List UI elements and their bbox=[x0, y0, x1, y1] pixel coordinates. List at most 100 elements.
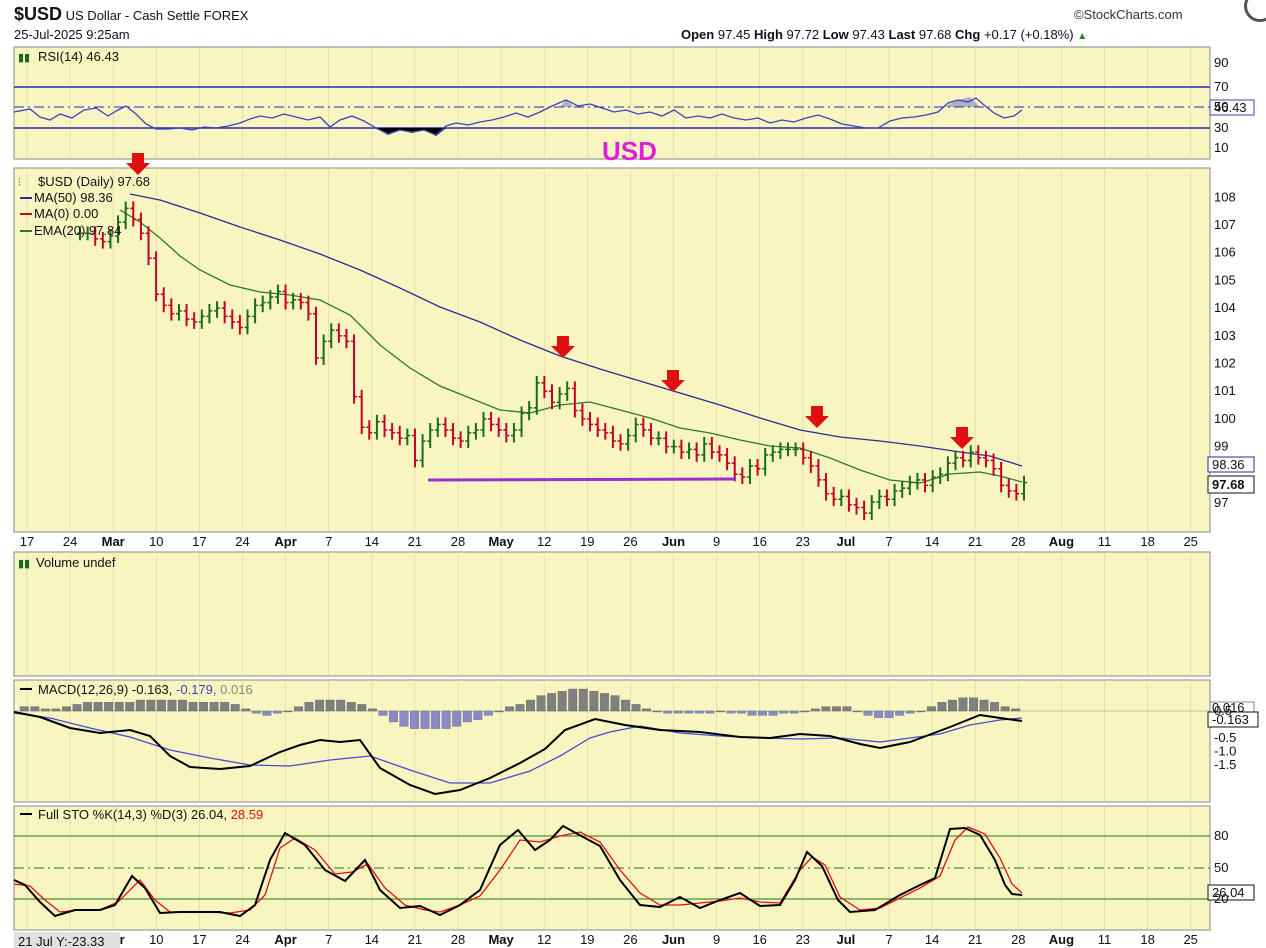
x-axis-label: 24 bbox=[235, 534, 249, 549]
macd-hist-bar bbox=[631, 704, 641, 712]
y-axis-tick: 108 bbox=[1214, 189, 1236, 204]
macd-hist-bar bbox=[294, 706, 303, 712]
macd-legend-text: MACD(12,26,9) -0.163, -0.179, 0.016 bbox=[38, 682, 253, 697]
macd-hist-bar bbox=[568, 688, 578, 712]
macd-hist-bar bbox=[357, 704, 367, 712]
macd-hist-bar bbox=[937, 702, 947, 712]
x-axis-label: 17 bbox=[192, 932, 206, 947]
macd-legend: MACD(12,26,9) -0.163, -0.179, 0.016 bbox=[20, 682, 253, 697]
macd-hist-bar bbox=[494, 710, 504, 713]
x-axis-label: 28 bbox=[451, 932, 465, 947]
macd-hist-bar bbox=[230, 704, 240, 712]
macd-legend-signal: -0.179, bbox=[176, 682, 216, 697]
rsi-legend-text: RSI(14) 46.43 bbox=[38, 49, 119, 64]
symbol: $USD bbox=[14, 4, 63, 24]
x-axis-label: 21 bbox=[968, 534, 982, 549]
y-axis-tick: 103 bbox=[1214, 328, 1236, 343]
x-axis-label: 24 bbox=[63, 534, 77, 549]
ma50-badge-text: 98.36 bbox=[1212, 457, 1245, 472]
macd-hist-bar bbox=[758, 710, 768, 716]
date-label: 25-Jul-2025 9:25am bbox=[14, 27, 130, 42]
macd-hist-bar bbox=[315, 699, 325, 712]
macd-hist-bar bbox=[346, 702, 356, 712]
macd-hist-bar bbox=[948, 699, 957, 712]
macd-hist-bar bbox=[220, 702, 230, 712]
macd-hist-bar bbox=[789, 710, 799, 714]
macd-hist-bar bbox=[410, 710, 419, 729]
x-axis-label: 7 bbox=[325, 534, 332, 549]
x-axis-label: May bbox=[488, 932, 514, 947]
macd-hist-bar bbox=[30, 706, 40, 712]
low-value: 97.43 bbox=[852, 27, 885, 42]
macd-badge-text: -0.163 bbox=[1212, 712, 1249, 727]
x-axis-label: 28 bbox=[1011, 534, 1025, 549]
corner-circle-icon[interactable] bbox=[1244, 0, 1266, 22]
x-axis-label: Aug bbox=[1049, 932, 1074, 947]
macd-hist-bar bbox=[652, 710, 662, 713]
macd-hist-bar bbox=[515, 704, 525, 712]
x-axis-label: 23 bbox=[796, 534, 810, 549]
macd-hist-bar bbox=[135, 699, 145, 712]
y-axis-tick: 20 bbox=[1214, 891, 1228, 906]
y-axis-tick: -0.5 bbox=[1214, 730, 1236, 745]
x-axis-label: 21 bbox=[408, 932, 422, 947]
macd-hist-bar bbox=[262, 710, 272, 716]
macd-hist-bar bbox=[304, 702, 314, 712]
macd-hist-bar bbox=[483, 710, 493, 716]
macd-hist-bar bbox=[905, 710, 915, 714]
macd-hist-bar bbox=[884, 710, 894, 718]
macd-hist-bar bbox=[673, 710, 683, 714]
x-axis-label: May bbox=[488, 534, 514, 549]
low-label: Low bbox=[822, 27, 849, 42]
y-axis-tick: 106 bbox=[1214, 245, 1236, 260]
macd-hist-bar bbox=[779, 710, 789, 714]
macd-legend-hist: 0.016 bbox=[220, 682, 253, 697]
x-axis-label: 14 bbox=[925, 534, 939, 549]
macd-hist-bar bbox=[399, 710, 409, 727]
x-axis-label: 14 bbox=[365, 932, 379, 947]
volume-legend-icon: ▮▮ bbox=[18, 558, 30, 570]
cursor-readout-bg bbox=[14, 932, 120, 948]
macd-hist-bar bbox=[642, 708, 651, 712]
resistance-arrow-icon bbox=[950, 427, 974, 449]
exchange: FOREX bbox=[203, 8, 249, 23]
macd-hist-bar bbox=[821, 706, 831, 712]
copyright: ©StockCharts.com bbox=[1074, 7, 1183, 22]
sto-badge-text: 26.04 bbox=[1212, 885, 1245, 900]
macd-hist-bar bbox=[800, 710, 810, 713]
x-axis-label: 26 bbox=[623, 932, 637, 947]
macd-hist-bar bbox=[420, 710, 430, 729]
macd-hist-bar bbox=[473, 710, 483, 720]
macd-hist-bar bbox=[51, 708, 61, 712]
x-axis-label: 19 bbox=[580, 932, 594, 947]
x-axis-label: 10 bbox=[149, 534, 163, 549]
x-axis-label: 17 bbox=[192, 534, 206, 549]
x-axis-label: 21 bbox=[968, 932, 982, 947]
y-axis-tick: 0.5 bbox=[1214, 703, 1232, 718]
x-axis-label: 9 bbox=[713, 534, 720, 549]
macd-hist-bar bbox=[990, 702, 1000, 712]
macd-hist-bar bbox=[188, 702, 198, 712]
resistance-arrow-icon bbox=[805, 406, 829, 428]
chg-value: +0.17 (+0.18%) bbox=[983, 27, 1074, 42]
macd-hist-bar bbox=[336, 699, 346, 712]
x-axis-label: 26 bbox=[623, 534, 637, 549]
price-legend-title: $USD (Daily) 97.68 bbox=[38, 174, 150, 189]
macd-hist-bar bbox=[251, 710, 261, 714]
macd-hist-bar bbox=[146, 699, 156, 712]
macd-hist-bar bbox=[547, 693, 557, 712]
macd-hist-bar bbox=[389, 710, 398, 723]
chart-header: $USD US Dollar - Cash Settle FOREX bbox=[14, 4, 248, 25]
macd-hist-bar bbox=[452, 710, 462, 727]
x-axis-label: 9 bbox=[713, 932, 720, 947]
y-axis-tick: 102 bbox=[1214, 356, 1236, 371]
macd-hist-bar bbox=[199, 702, 209, 712]
macd-hist-bar bbox=[694, 710, 704, 714]
ohlc-readout: Open 97.45 High 97.72 Low 97.43 Last 97.… bbox=[681, 27, 1087, 42]
x-axis-label: 7 bbox=[885, 932, 892, 947]
macd-hist-bar bbox=[441, 710, 451, 729]
macd-hist-bar bbox=[916, 710, 926, 713]
macd-hist-bar bbox=[378, 710, 388, 716]
macd-hist-bar bbox=[663, 710, 673, 714]
macd-legend-prefix: MACD(12,26,9) -0.163, bbox=[38, 682, 172, 697]
